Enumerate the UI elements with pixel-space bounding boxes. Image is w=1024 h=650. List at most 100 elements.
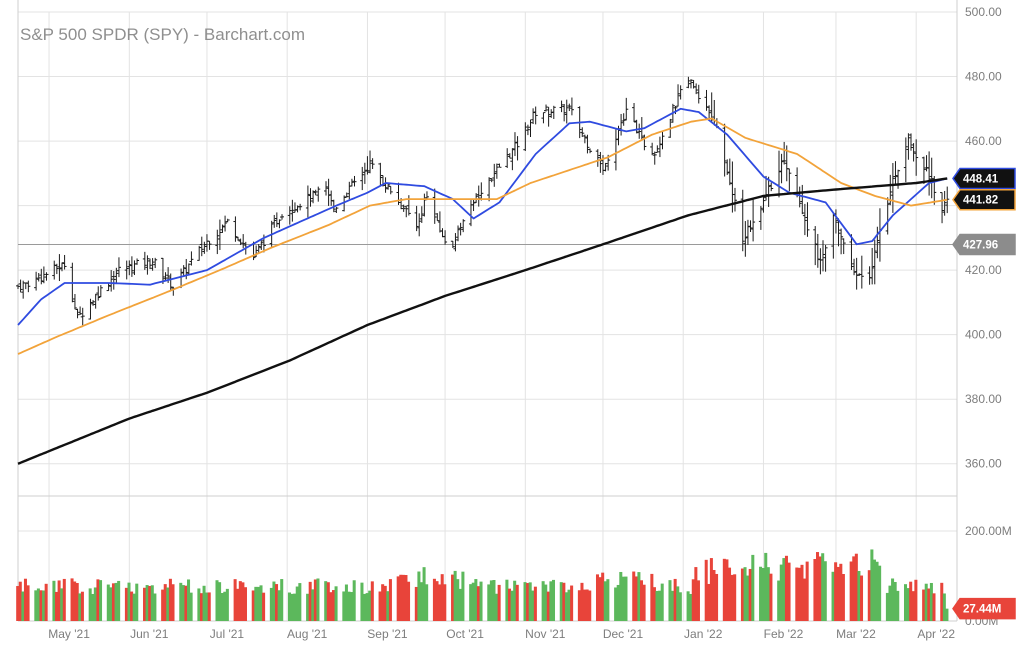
ohlc-bar	[761, 195, 766, 213]
ohlc-bar	[487, 177, 492, 202]
volume-badge-label: 27.44M	[963, 604, 1001, 616]
volume-bar	[80, 591, 84, 621]
volume-bar	[39, 590, 43, 621]
volume-bar	[280, 579, 284, 621]
ohlc-bar	[562, 103, 567, 122]
volume-bar	[878, 565, 882, 621]
volume-bar	[795, 567, 799, 621]
volume-bar	[18, 581, 22, 621]
volume-bar	[316, 578, 320, 621]
ohlc-bar	[890, 162, 895, 213]
ohlc-bar	[489, 178, 494, 183]
volume-bar	[583, 589, 587, 621]
volume-bar	[381, 584, 385, 621]
ohlc-bar	[78, 306, 83, 315]
volume-bar	[399, 574, 403, 621]
volume-bar	[218, 582, 222, 621]
ohlc-bar	[18, 279, 23, 293]
sma-50-line	[17, 117, 948, 355]
volume-bar	[311, 589, 315, 621]
volume-bar	[927, 588, 931, 621]
x-tick-label: Jan '22	[684, 627, 723, 641]
ohlc-bar	[800, 184, 805, 215]
ohlc-bar	[787, 168, 792, 192]
volume-bar	[634, 576, 638, 621]
volume-bar	[259, 585, 263, 621]
volume-bar	[787, 562, 791, 621]
ohlc-bar	[660, 131, 665, 150]
ohlc-bar	[743, 221, 748, 257]
ohlc-bar	[124, 260, 129, 280]
volume-bar	[570, 585, 574, 621]
volume-bar	[730, 574, 734, 621]
volume-bar	[896, 590, 900, 621]
ohlc-bar	[673, 105, 678, 115]
ohlc-bar	[287, 206, 292, 225]
volume-bar	[740, 568, 744, 621]
volume-bar	[52, 580, 56, 621]
volume-bar	[492, 579, 496, 621]
ohlc-bar	[458, 222, 463, 236]
volume-bar	[306, 593, 310, 621]
volume-bar	[914, 579, 918, 621]
volume-bar	[715, 573, 719, 621]
volume-bar	[179, 582, 183, 621]
volume-bar	[145, 585, 149, 621]
volume-bar	[295, 586, 299, 621]
x-tick-label: Nov '21	[525, 627, 566, 641]
volume-bar	[860, 575, 864, 621]
volume-bar	[313, 579, 317, 621]
chart-title: S&P 500 SPDR (SPY) - Barchart.com	[20, 25, 305, 44]
volume-bar	[287, 592, 291, 621]
volume-bar	[526, 583, 530, 621]
volume-bar	[26, 585, 30, 621]
ohlc-bar	[450, 240, 455, 248]
ohlc-bar	[852, 258, 857, 276]
ohlc-bar	[114, 267, 119, 284]
ohlc-bar	[624, 97, 629, 121]
ohlc-bar	[91, 300, 96, 306]
ohlc-bar	[290, 199, 295, 222]
volume-bar	[236, 588, 240, 621]
sma-20-badge-shape	[952, 167, 1016, 190]
volume-bar	[637, 572, 641, 621]
volume-bar	[652, 587, 656, 621]
volume-bar	[831, 571, 835, 621]
volume-bar	[135, 583, 139, 621]
ohlc-bar	[940, 192, 945, 224]
ohlc-bar	[207, 240, 212, 250]
volume-bar	[243, 587, 247, 621]
ohlc-bar	[334, 207, 339, 214]
ohlc-bar	[655, 145, 660, 154]
volume-bar	[601, 572, 605, 621]
ohlc-bar	[57, 254, 62, 282]
volume-bar	[852, 556, 856, 621]
volume-bar	[456, 579, 460, 621]
price-badges: 448.41 441.82 427.96 27.44M	[952, 167, 1016, 620]
volume-bar	[414, 586, 418, 621]
volume-bar	[199, 593, 203, 621]
ohlc-bar	[657, 136, 662, 158]
volume-bar	[187, 579, 191, 621]
ohlc-bar	[419, 206, 424, 223]
ohlc-bar	[914, 139, 919, 176]
ohlc-bar	[456, 225, 461, 242]
ohlc-bar	[732, 187, 737, 212]
volume-bar	[223, 591, 227, 621]
ohlc-bar	[96, 286, 101, 301]
volume-bar	[904, 584, 908, 621]
ohlc-bar	[150, 258, 155, 271]
volume-bars	[16, 549, 949, 621]
ohlc-bar	[541, 112, 546, 124]
ohlc-bar	[352, 175, 357, 187]
volume-bar	[378, 591, 382, 621]
ohlc-bar	[758, 206, 763, 230]
ohlc-bar	[362, 162, 367, 184]
volume-bar	[21, 591, 25, 621]
volume-bar	[924, 583, 928, 621]
volume-bar	[746, 575, 750, 621]
volume-bar	[181, 585, 185, 621]
ohlc-bar	[36, 273, 41, 282]
volume-bar	[867, 570, 871, 621]
